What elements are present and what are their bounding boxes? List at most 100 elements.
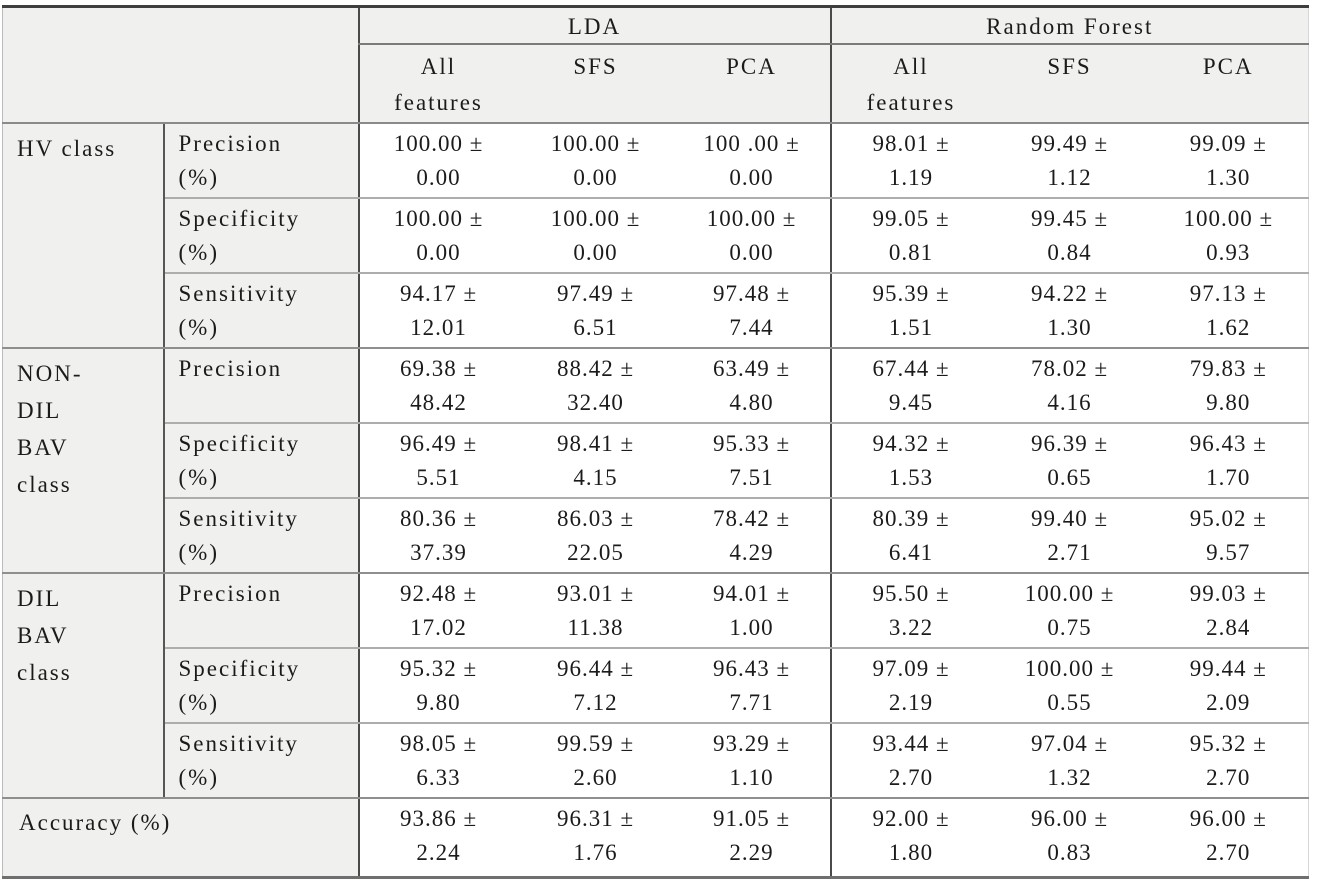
value-nondil-sensitivity-rf-all: 80.39 ± 6.41 xyxy=(829,498,991,574)
value-hv-precision-lda-sfs: 100.00 ± 0.00 xyxy=(517,123,674,199)
value-line: 0.81 xyxy=(888,240,934,265)
value-dil-precision-lda-sfs: 93.01 ± 11.38 xyxy=(517,573,674,649)
results-table: LDA Random Forest All features SFS PCA A… xyxy=(2,5,1309,879)
value-line: 96.44 ± xyxy=(556,656,635,681)
value-line: 1.80 xyxy=(888,840,934,865)
value-line: 95.02 ± xyxy=(1189,506,1267,531)
value-line: 7.12 xyxy=(573,690,618,715)
value-line: 95.50 ± xyxy=(872,581,950,606)
value-dil-specificity-rf-sfs: 100.00 ± 0.55 xyxy=(990,648,1149,724)
value-dil-precision-lda-all: 92.48 ± 17.02 xyxy=(357,573,518,649)
value-dil-specificity-lda-pca: 96.43 ± 7.71 xyxy=(673,648,831,724)
value-nondil-precision-lda-sfs: 88.42 ± 32.40 xyxy=(517,348,674,424)
value-line: 9.80 xyxy=(416,690,461,715)
value-hv-sensitivity-rf-pca: 97.13 ± 1.62 xyxy=(1148,273,1309,349)
class-cell-dil: DIL BAV class xyxy=(2,573,165,799)
metric-line: (%) xyxy=(178,540,219,565)
value-line: 98.01 ± xyxy=(872,131,950,156)
value-line: 0.84 xyxy=(1047,240,1092,265)
value-line: 9.80 xyxy=(1206,390,1251,415)
value-line: 32.40 xyxy=(567,390,624,415)
metric-cell-dil-precision: Precision xyxy=(163,573,359,649)
value-line: 0.55 xyxy=(1047,690,1092,715)
value-hv-specificity-rf-sfs: 99.45 ± 0.84 xyxy=(990,198,1149,274)
metric-line: Sensitivity xyxy=(178,281,299,306)
value-line: 0.65 xyxy=(1047,465,1092,490)
value-line: 95.39 ± xyxy=(872,281,950,306)
value-line: 11.38 xyxy=(567,615,624,640)
class-line: BAV xyxy=(17,435,69,460)
value-hv-precision-lda-pca: 100 .00 ± 0.00 xyxy=(673,123,831,199)
value-line: 96.00 ± xyxy=(1030,806,1109,831)
value-nondil-sensitivity-rf-sfs: 99.40 ± 2.71 xyxy=(990,498,1149,574)
value-line: 93.29 ± xyxy=(712,731,791,756)
metric-line: (%) xyxy=(178,315,219,340)
class-line: NON- xyxy=(17,361,83,386)
value-nondil-sensitivity-lda-sfs: 86.03 ± 22.05 xyxy=(517,498,674,574)
value-dil-sensitivity-lda-all: 98.05 ± 6.33 xyxy=(357,723,518,799)
value-line: 7.71 xyxy=(729,690,774,715)
class-cell-nondil: NON- DIL BAV class xyxy=(2,348,165,574)
value-dil-sensitivity-lda-pca: 93.29 ± 1.10 xyxy=(673,723,831,799)
value-line: 1.51 xyxy=(888,315,934,340)
value-line: 100 .00 ± xyxy=(703,131,800,156)
value-line: 99.05 ± xyxy=(872,206,950,231)
value-line: 95.32 ± xyxy=(1189,731,1267,756)
value-nondil-sensitivity-lda-pca: 78.42 ± 4.29 xyxy=(673,498,831,574)
subheader-lda-pca: PCA xyxy=(673,44,831,124)
value-line: 97.09 ± xyxy=(872,656,950,681)
value-line: 93.86 ± xyxy=(399,806,478,831)
value-nondil-sensitivity-lda-all: 80.36 ± 37.39 xyxy=(357,498,518,574)
value-line: 0.00 xyxy=(416,165,461,190)
value-line: 97.49 ± xyxy=(556,281,635,306)
value-line: 100.00 ± xyxy=(393,206,484,231)
value-line: 9.57 xyxy=(1206,540,1251,565)
value-accuracy-rf-pca: 96.00 ± 2.70 xyxy=(1148,798,1309,877)
value-hv-sensitivity-lda-all: 94.17 ± 12.01 xyxy=(357,273,518,349)
value-line: 0.00 xyxy=(729,240,774,265)
metric-line: Specificity xyxy=(178,206,301,231)
value-line: 2.60 xyxy=(573,765,618,790)
metric-line: Precision xyxy=(178,131,283,156)
value-line: 99.49 ± xyxy=(1030,131,1109,156)
value-line: 97.13 ± xyxy=(1189,281,1267,306)
subheader-lda-all: All features xyxy=(357,44,518,124)
value-dil-precision-rf-all: 95.50 ± 3.22 xyxy=(829,573,991,649)
value-line: 80.36 ± xyxy=(399,506,478,531)
metric-line: Precision xyxy=(178,581,283,606)
value-line: 12.01 xyxy=(410,315,467,340)
value-line: 94.22 ± xyxy=(1030,281,1109,306)
value-line: 99.40 ± xyxy=(1030,506,1109,531)
value-line: 0.83 xyxy=(1047,840,1092,865)
value-line: 2.70 xyxy=(1206,765,1251,790)
value-line: 7.44 xyxy=(729,315,774,340)
value-line: 97.04 ± xyxy=(1030,731,1109,756)
value-dil-precision-rf-sfs: 100.00 ± 0.75 xyxy=(990,573,1149,649)
metric-line: Sensitivity xyxy=(178,731,299,756)
value-line: 93.44 ± xyxy=(872,731,950,756)
value-line: 92.00 ± xyxy=(872,806,950,831)
value-accuracy-rf-sfs: 96.00 ± 0.83 xyxy=(990,798,1149,877)
metric-line: (%) xyxy=(178,690,219,715)
value-line: 80.39 ± xyxy=(872,506,950,531)
value-dil-specificity-rf-pca: 99.44 ± 2.09 xyxy=(1148,648,1309,724)
value-hv-sensitivity-lda-pca: 97.48 ± 7.44 xyxy=(673,273,831,349)
value-line: 100.00 ± xyxy=(1183,206,1274,231)
value-nondil-precision-rf-all: 67.44 ± 9.45 xyxy=(829,348,991,424)
class-line: DIL xyxy=(17,586,62,611)
value-line: 99.44 ± xyxy=(1189,656,1267,681)
subheader-rf-pca: PCA xyxy=(1148,44,1309,124)
subheader-line: features xyxy=(394,90,483,115)
header-group-lda: LDA xyxy=(357,6,831,45)
metric-cell-hv-specificity: Specificity (%) xyxy=(163,198,359,274)
metric-line: (%) xyxy=(178,165,219,190)
value-line: 98.05 ± xyxy=(399,731,478,756)
value-nondil-specificity-lda-sfs: 98.41 ± 4.15 xyxy=(517,423,674,499)
value-line: 96.00 ± xyxy=(1189,806,1267,831)
value-line: 9.45 xyxy=(888,390,934,415)
value-line: 1.70 xyxy=(1206,465,1251,490)
subheader-line: PCA xyxy=(1202,54,1254,79)
value-line: 1.30 xyxy=(1047,315,1092,340)
class-line: class xyxy=(17,472,72,497)
value-hv-specificity-lda-all: 100.00 ± 0.00 xyxy=(357,198,518,274)
